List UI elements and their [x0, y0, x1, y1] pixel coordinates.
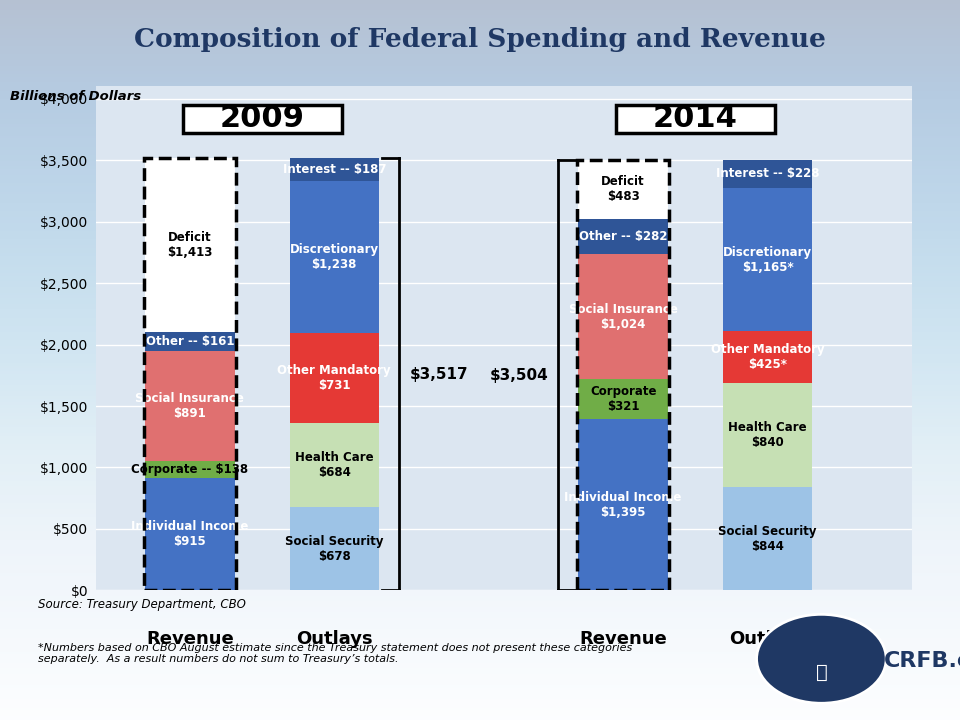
Text: Outlays: Outlays — [730, 630, 805, 648]
Bar — [145, 332, 234, 351]
Text: ⛪: ⛪ — [815, 663, 828, 683]
Text: Billions of Dollars: Billions of Dollars — [10, 90, 141, 103]
Text: Corporate
$321: Corporate $321 — [589, 385, 657, 413]
Text: Other Mandatory
$731: Other Mandatory $731 — [277, 364, 391, 392]
Bar — [290, 158, 379, 181]
Text: CRFB.org: CRFB.org — [883, 651, 960, 670]
Text: Outlays: Outlays — [296, 630, 372, 648]
Bar — [290, 423, 379, 507]
Bar — [578, 219, 668, 253]
Bar — [145, 351, 234, 461]
Bar — [145, 461, 234, 478]
Bar — [145, 158, 234, 332]
Text: Health Care
$684: Health Care $684 — [295, 451, 373, 479]
Bar — [290, 181, 379, 333]
Bar — [723, 331, 812, 383]
Text: Individual Income
$915: Individual Income $915 — [132, 520, 249, 548]
Bar — [290, 507, 379, 590]
Bar — [578, 160, 668, 219]
Bar — [578, 419, 668, 590]
Text: 2009: 2009 — [220, 104, 304, 133]
Bar — [577, 160, 669, 590]
Text: Social Insurance
$1,024: Social Insurance $1,024 — [568, 302, 678, 330]
Text: Social Security
$844: Social Security $844 — [718, 525, 817, 552]
Bar — [144, 158, 236, 590]
FancyBboxPatch shape — [182, 105, 342, 133]
Ellipse shape — [756, 614, 886, 703]
Text: Deficit
$1,413: Deficit $1,413 — [167, 231, 212, 258]
Bar — [723, 383, 812, 487]
Text: $3,504: $3,504 — [490, 368, 548, 382]
Text: Interest -- $187: Interest -- $187 — [282, 163, 386, 176]
Text: Corporate -- $138: Corporate -- $138 — [132, 463, 249, 476]
Bar — [723, 188, 812, 331]
Text: Discretionary
$1,165*: Discretionary $1,165* — [723, 246, 812, 274]
Text: Interest -- $228: Interest -- $228 — [716, 168, 819, 181]
Bar — [578, 379, 668, 419]
Text: Other Mandatory
$425*: Other Mandatory $425* — [710, 343, 825, 372]
Text: Other -- $282: Other -- $282 — [579, 230, 667, 243]
Text: Social Insurance
$891: Social Insurance $891 — [135, 392, 244, 420]
Text: Discretionary
$1,238: Discretionary $1,238 — [290, 243, 379, 271]
Text: Other -- $161: Other -- $161 — [146, 335, 234, 348]
Bar — [290, 333, 379, 423]
Text: Social Security
$678: Social Security $678 — [285, 535, 384, 563]
Bar — [145, 478, 234, 590]
Text: Composition of Federal Spending and Revenue: Composition of Federal Spending and Reve… — [134, 27, 826, 52]
Bar — [578, 253, 668, 379]
Bar — [723, 487, 812, 590]
Text: Individual Income
$1,395: Individual Income $1,395 — [564, 490, 682, 518]
Text: Revenue: Revenue — [146, 630, 233, 648]
Text: $3,517: $3,517 — [409, 366, 468, 382]
Text: 2014: 2014 — [653, 104, 738, 133]
Text: Health Care
$840: Health Care $840 — [729, 421, 807, 449]
Text: Deficit
$483: Deficit $483 — [601, 175, 645, 203]
Text: Revenue: Revenue — [579, 630, 667, 648]
Bar — [723, 160, 812, 188]
Text: *Numbers based on CBO August estimate since the Treasury statement does not pres: *Numbers based on CBO August estimate si… — [38, 643, 633, 665]
Text: Source: Treasury Department, CBO: Source: Treasury Department, CBO — [38, 598, 247, 611]
FancyBboxPatch shape — [616, 105, 775, 133]
